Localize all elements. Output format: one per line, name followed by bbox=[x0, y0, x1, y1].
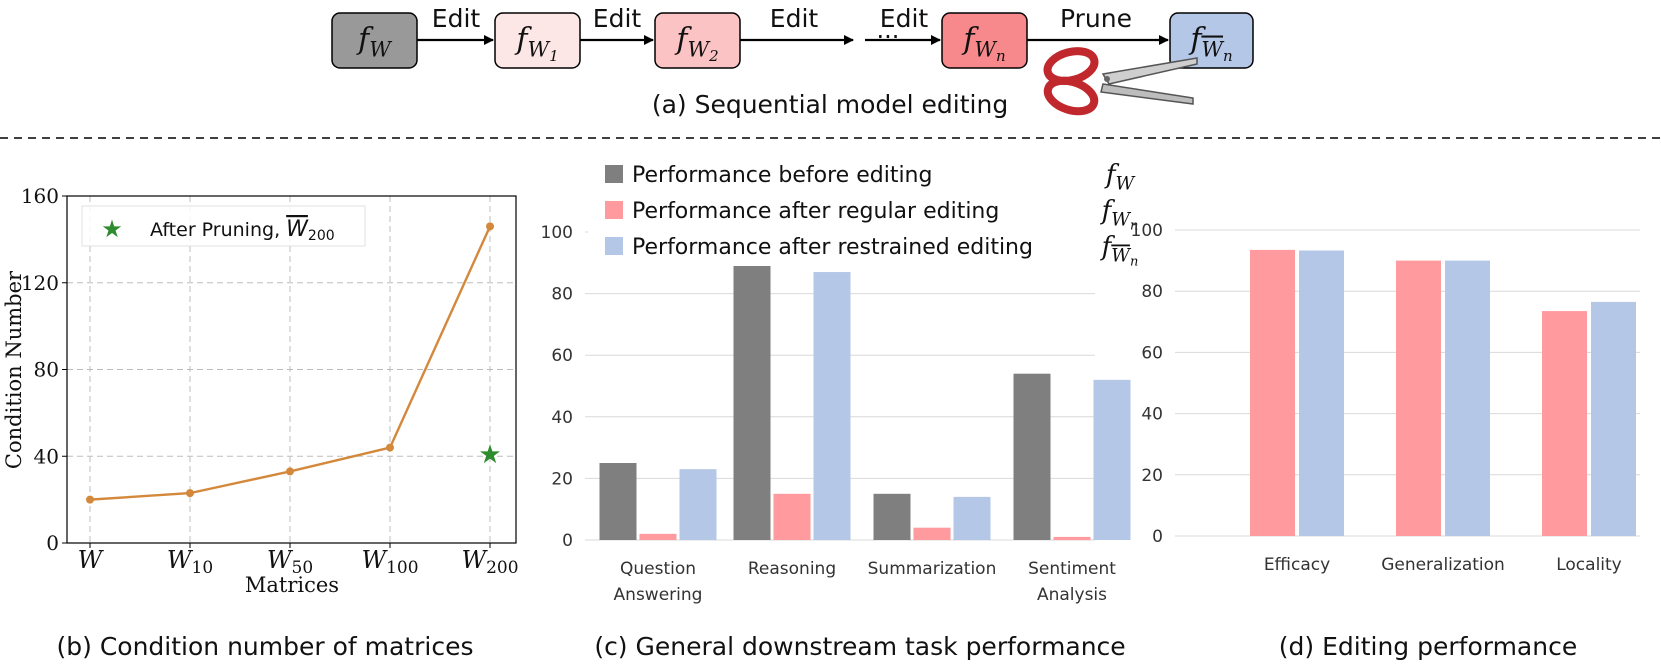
panel-d-editing-performance: 0 20 40 60 80 100 Efficacy Generalization Local… bbox=[1131, 221, 1640, 661]
legend-label: Performance before editing bbox=[632, 163, 932, 188]
x-tick-label: Locality bbox=[1556, 555, 1622, 575]
bar bbox=[773, 493, 811, 540]
bar bbox=[1396, 260, 1441, 536]
x-tick-label: Reasoning bbox=[748, 559, 836, 579]
star-marker: ★ bbox=[478, 440, 501, 470]
legend-box bbox=[588, 153, 1140, 266]
legend-label: After Pruning, W200 bbox=[150, 217, 335, 244]
y-tick-label: 60 bbox=[1141, 343, 1163, 363]
y-tick-label: 80 bbox=[551, 285, 573, 305]
legend-swatch bbox=[605, 165, 623, 183]
y-tick-label: 20 bbox=[551, 469, 573, 489]
bar bbox=[733, 265, 771, 540]
bar bbox=[1093, 379, 1131, 540]
x-axis-label: Matrices bbox=[245, 573, 339, 597]
x-tick-label: W bbox=[78, 546, 105, 574]
caption-d: (d) Editing performance bbox=[1279, 632, 1577, 661]
y-tick-label: 0 bbox=[562, 531, 573, 551]
x-tick-label: Summarization bbox=[868, 559, 997, 579]
edge-label-4: Prune bbox=[1060, 4, 1132, 33]
scissors-icon bbox=[1043, 47, 1198, 116]
y-axis-label: Condition Number bbox=[2, 270, 26, 469]
bar bbox=[953, 496, 991, 540]
data-point bbox=[86, 495, 94, 504]
x-tick-label: Answering bbox=[614, 585, 703, 605]
bar bbox=[813, 272, 851, 540]
data-point bbox=[286, 467, 294, 476]
y-tick-label: 0 bbox=[1152, 527, 1163, 547]
bar bbox=[679, 469, 717, 540]
legend-star-icon: ★ bbox=[101, 215, 123, 243]
y-tick-label: 40 bbox=[34, 444, 59, 468]
data-point bbox=[386, 443, 394, 452]
legend-swatch bbox=[605, 201, 623, 219]
model-node-label-1: fW1 bbox=[514, 22, 558, 65]
bar bbox=[1250, 249, 1295, 536]
bar bbox=[873, 493, 911, 540]
bar bbox=[639, 533, 677, 540]
legend-label: Performance after regular editing bbox=[632, 199, 999, 224]
data-point bbox=[486, 222, 494, 231]
edge-label-1: Edit bbox=[593, 4, 642, 33]
ellipsis: ··· bbox=[877, 23, 900, 51]
caption-b: (b) Condition number of matrices bbox=[57, 632, 474, 661]
x-tick-label: Generalization bbox=[1381, 555, 1505, 575]
bar bbox=[1591, 301, 1636, 536]
bar bbox=[599, 463, 637, 540]
edge-label-3: Edit bbox=[880, 4, 929, 33]
data-point bbox=[186, 489, 194, 498]
edge-label-0: Edit bbox=[432, 4, 481, 33]
bar bbox=[1299, 250, 1344, 536]
x-tick-label: W200 bbox=[461, 546, 518, 578]
x-tick-label: W50 bbox=[267, 546, 313, 578]
bar bbox=[1445, 260, 1490, 536]
caption-c: (c) General downstream task performance bbox=[594, 632, 1125, 661]
x-tick-label: Analysis bbox=[1037, 585, 1107, 605]
x-tick-label: Efficacy bbox=[1264, 555, 1330, 575]
legend-swatch bbox=[605, 237, 623, 255]
y-tick-label: 40 bbox=[1141, 405, 1163, 425]
legend-box bbox=[81, 205, 366, 247]
panel-a-sequential-editing: fW fW1 fW2 fWn fWn Edit Edit Edit Edit Prune ···… bbox=[331, 4, 1254, 119]
panel-c-downstream-performance: 0 20 40 60 80 100 Question Answering Reasoning S… bbox=[541, 153, 1140, 661]
edge-label-2: Edit bbox=[770, 4, 819, 33]
y-tick-label: 160 bbox=[21, 184, 59, 208]
x-tick-label: Question bbox=[620, 559, 696, 579]
legend-label: Performance after restrained editing bbox=[632, 235, 1033, 260]
model-node-4 bbox=[1169, 12, 1254, 69]
y-tick-label: 40 bbox=[551, 408, 573, 428]
y-tick-label: 60 bbox=[551, 346, 573, 366]
panel-b-condition-number: 0 40 80 120 160 W W10 W50 W100 W200 ★ ★ After Pru… bbox=[2, 184, 519, 661]
bar bbox=[913, 527, 951, 540]
y-tick-label: 100 bbox=[1131, 221, 1163, 241]
x-tick-label: Sentiment bbox=[1028, 559, 1116, 579]
bar bbox=[1053, 536, 1091, 540]
y-tick-label: 100 bbox=[541, 223, 573, 243]
y-tick-label: 80 bbox=[1141, 282, 1163, 302]
y-tick-label: 80 bbox=[34, 358, 59, 382]
caption-a: (a) Sequential model editing bbox=[652, 90, 1008, 119]
y-tick-label: 20 bbox=[1141, 466, 1163, 486]
bar bbox=[1013, 373, 1051, 540]
y-tick-label: 0 bbox=[46, 531, 59, 555]
x-tick-label: W10 bbox=[167, 546, 213, 578]
bar bbox=[1542, 311, 1587, 536]
y-tick-label: 120 bbox=[21, 271, 59, 295]
x-tick-label: W100 bbox=[361, 546, 418, 578]
